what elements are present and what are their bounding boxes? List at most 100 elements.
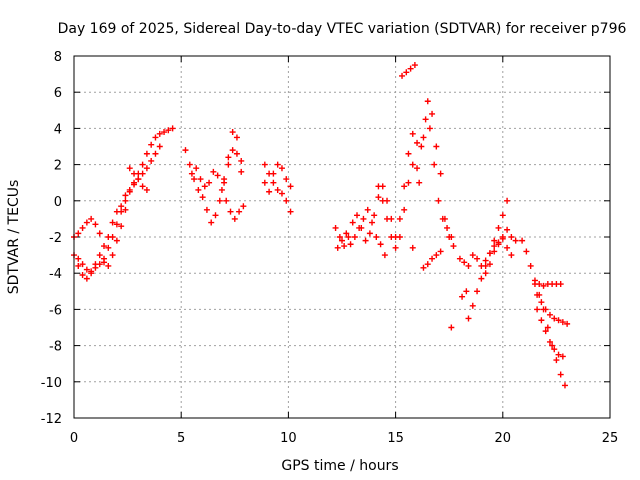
data-point — [79, 224, 86, 231]
data-point — [559, 353, 566, 360]
data-point — [414, 139, 421, 146]
data-point — [504, 226, 511, 233]
data-point — [227, 208, 234, 215]
data-point — [229, 147, 236, 154]
series-arc-21 — [534, 291, 571, 327]
series-arc-11 — [375, 139, 421, 251]
y-tick-label: -2 — [49, 231, 62, 246]
data-point — [199, 194, 206, 201]
x-tick-label: 25 — [602, 431, 619, 446]
data-point — [83, 266, 90, 273]
data-point — [229, 129, 236, 136]
data-point — [486, 250, 493, 257]
data-point — [83, 275, 90, 282]
data-point — [75, 262, 82, 269]
data-point — [538, 317, 545, 324]
data-point — [366, 230, 373, 237]
series-arc-12 — [399, 62, 418, 79]
data-point — [512, 237, 519, 244]
data-point — [105, 234, 112, 240]
data-point — [407, 65, 414, 72]
data-point — [122, 206, 129, 213]
data-point — [182, 147, 189, 154]
data-point — [482, 262, 489, 269]
data-point — [79, 261, 86, 268]
y-tick-label: 8 — [54, 50, 62, 65]
data-point — [118, 223, 125, 230]
data-point — [491, 243, 498, 250]
data-point — [274, 186, 281, 193]
y-tick-label: 0 — [54, 195, 62, 210]
data-point — [278, 165, 285, 172]
data-point — [109, 219, 116, 226]
data-point — [101, 243, 108, 250]
data-point — [441, 215, 448, 222]
data-point — [193, 165, 200, 172]
data-point — [364, 206, 371, 213]
data-point — [564, 320, 571, 327]
data-point — [561, 382, 568, 389]
data-point — [118, 203, 125, 210]
data-point — [534, 291, 541, 298]
data-point — [351, 234, 358, 240]
data-point — [148, 141, 155, 148]
data-point — [143, 186, 150, 193]
data-point — [416, 179, 423, 186]
x-tick-label: 5 — [177, 431, 185, 446]
data-point — [486, 261, 493, 268]
data-point — [105, 262, 112, 269]
data-point — [113, 221, 120, 228]
data-point — [283, 176, 290, 183]
data-point — [429, 110, 436, 117]
data-point — [429, 255, 436, 262]
data-point — [360, 215, 367, 222]
data-point — [96, 252, 103, 259]
data-point — [375, 194, 382, 201]
data-point — [261, 161, 268, 168]
data-point — [504, 197, 511, 204]
data-point — [131, 181, 138, 188]
data-point — [542, 328, 549, 335]
data-point — [75, 255, 82, 262]
data-point — [482, 270, 489, 277]
x-tick-label: 10 — [280, 431, 297, 446]
data-point — [409, 130, 416, 137]
data-point — [341, 243, 348, 250]
data-point — [266, 188, 273, 195]
data-point — [379, 197, 386, 204]
data-point — [236, 208, 243, 215]
data-point — [354, 212, 361, 219]
data-point — [88, 215, 95, 222]
plot-frame — [73, 55, 611, 419]
data-point — [508, 252, 515, 259]
x-tick-label: 0 — [70, 431, 78, 446]
data-point — [474, 288, 481, 295]
data-point — [197, 176, 204, 183]
data-point — [92, 221, 99, 228]
data-point — [557, 281, 564, 288]
y-tick-label: -6 — [49, 303, 62, 318]
data-point — [88, 268, 95, 275]
data-point — [534, 306, 541, 313]
data-point — [504, 244, 511, 251]
data-point — [491, 237, 498, 244]
series-arc-17 — [465, 197, 511, 322]
data-point — [345, 234, 352, 240]
data-point — [148, 157, 155, 164]
data-point — [212, 212, 219, 219]
series-arc-6 — [221, 129, 245, 183]
data-point — [135, 176, 142, 183]
y-axis-label: SDTVAR / TECUs — [6, 180, 22, 295]
data-point — [431, 161, 438, 168]
y-tick-label: -12 — [41, 412, 62, 427]
data-point — [426, 125, 433, 132]
data-point — [203, 206, 210, 213]
data-point — [343, 230, 350, 237]
data-point — [214, 172, 221, 179]
data-point — [373, 234, 380, 240]
data-point — [375, 183, 382, 190]
data-point — [152, 150, 159, 157]
data-point — [461, 259, 468, 266]
data-point — [221, 176, 228, 183]
